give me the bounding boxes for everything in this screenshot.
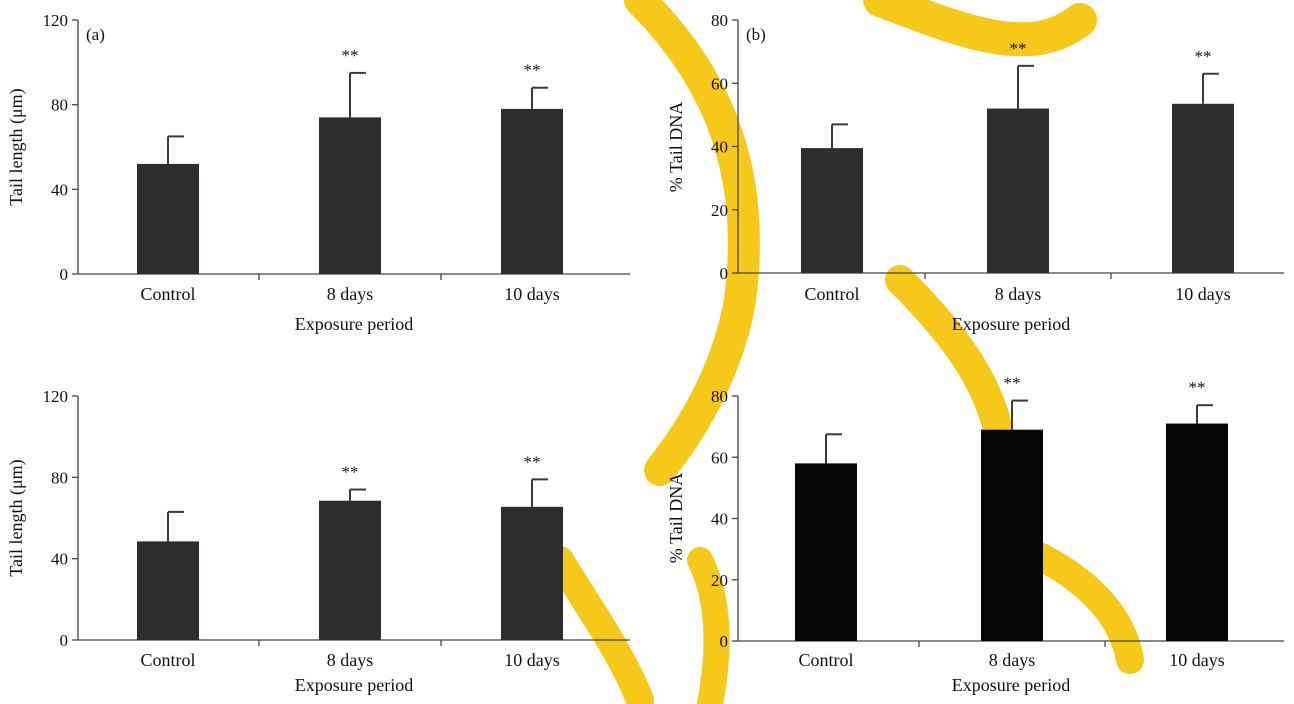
y-tick-label: 0 — [720, 632, 729, 651]
panel-tag: (a) — [86, 25, 105, 44]
panel-tag: (b) — [746, 25, 766, 44]
category-label: 8 days — [995, 284, 1042, 304]
y-tick-label: 0 — [60, 265, 69, 284]
bar-chart-tail-dna-d: 0 20 40 60 80 Control ** 8 days ** 10 days Exposur… — [666, 374, 1284, 695]
significance-marker: ** — [1004, 374, 1021, 393]
y-tick-label: 0 — [60, 631, 69, 650]
bar — [137, 163, 199, 274]
category-label: 10 days — [504, 650, 560, 670]
bar — [987, 108, 1049, 273]
y-tick-label: 40 — [711, 138, 728, 157]
bar — [137, 541, 199, 640]
category-label: 10 days — [504, 284, 560, 304]
y-tick-label: 20 — [711, 201, 728, 220]
significance-marker: ** — [1195, 47, 1212, 66]
y-axis-title: % Tail DNA — [666, 102, 686, 192]
bar — [319, 117, 381, 274]
chart-panel-c: 0 40 80 120 Control ** 8 days ** 10 days Exposure… — [0, 365, 640, 704]
y-tick-label: 80 — [51, 96, 68, 115]
category-label: 10 days — [1169, 650, 1225, 670]
y-tick-label: 40 — [51, 550, 68, 569]
y-tick-label: 40 — [51, 180, 68, 199]
significance-marker: ** — [1189, 378, 1206, 397]
bar-chart-tail-length-c: 0 40 80 120 Control ** 8 days ** 10 days Exposure… — [6, 387, 630, 695]
significance-marker: ** — [342, 463, 359, 482]
significance-marker: ** — [524, 61, 541, 80]
y-tick-label: 40 — [711, 510, 728, 529]
y-tick-label: 80 — [711, 11, 728, 30]
y-tick-label: 80 — [51, 468, 68, 487]
y-axis-title: Tail length (μm) — [6, 459, 27, 576]
x-axis-title: Exposure period — [295, 314, 413, 334]
category-label: Control — [804, 284, 859, 304]
bar — [801, 148, 863, 273]
y-tick-label: 0 — [720, 264, 729, 283]
x-axis-title: Exposure period — [952, 314, 1070, 334]
bar — [1172, 103, 1234, 274]
category-label: 8 days — [327, 650, 374, 670]
y-tick-label: 120 — [43, 387, 69, 406]
category-label: 8 days — [989, 650, 1036, 670]
y-axis-title: % Tail DNA — [666, 473, 686, 563]
y-tick-label: 60 — [711, 448, 728, 467]
bar — [501, 108, 563, 275]
bar — [319, 500, 381, 640]
x-axis-title: Exposure period — [295, 675, 413, 695]
y-tick-label: 80 — [711, 387, 728, 406]
chart-panel-d: 0 20 40 60 80 Control ** 8 days ** 10 days Exposur… — [660, 365, 1294, 704]
chart-panel-b: 0 20 40 60 80 Control ** 8 days ** 10 days Exposur… — [660, 0, 1294, 350]
y-tick-label: 60 — [711, 74, 728, 93]
chart-panel-a: 0 40 80 120 Control ** 8 days ** 10 days Exposure… — [0, 0, 640, 350]
category-label: Control — [140, 650, 195, 670]
bar-chart-tail-length-a: 0 40 80 120 Control ** 8 days ** 10 days Exposure… — [6, 11, 630, 334]
y-tick-label: 120 — [43, 11, 69, 30]
category-label: Control — [798, 650, 853, 670]
bar — [501, 506, 563, 640]
significance-marker: ** — [524, 452, 541, 471]
x-axis-title: Exposure period — [952, 675, 1070, 695]
significance-marker: ** — [1010, 39, 1027, 58]
bar — [1166, 423, 1228, 641]
bar — [795, 463, 857, 641]
significance-marker: ** — [342, 46, 359, 65]
category-label: 8 days — [327, 284, 374, 304]
bar-chart-tail-dna-b: 0 20 40 60 80 Control ** 8 days ** 10 days Exposur… — [666, 11, 1284, 334]
y-axis-title: Tail length (μm) — [6, 88, 27, 205]
bar — [981, 429, 1043, 641]
category-label: Control — [140, 284, 195, 304]
category-label: 10 days — [1175, 284, 1231, 304]
y-tick-label: 20 — [711, 571, 728, 590]
